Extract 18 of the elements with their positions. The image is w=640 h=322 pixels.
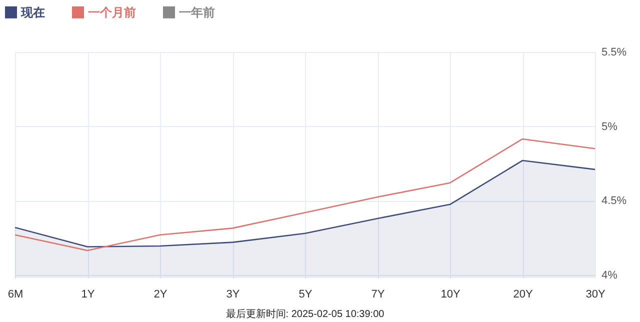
y-tick-label: 5.5% [602, 46, 627, 58]
x-tick-label: 30Y [586, 288, 606, 300]
y-tick-label: 4% [602, 270, 618, 282]
legend-label: 一个月前 [88, 5, 136, 20]
text: 最后更新时间: 2025-02-05 10:39:00 [226, 308, 385, 320]
x-tick-label: 1Y [81, 288, 96, 300]
y-tick-label: 4.5% [602, 195, 627, 208]
x-tick-label: 10Y [440, 288, 461, 300]
y-tick-label: 5% [602, 120, 618, 133]
legend-label: 现在 [20, 5, 45, 20]
x-tick-label: 2Y [154, 288, 168, 300]
legend-label: 一年前 [179, 5, 215, 20]
x-tick-label: 7Y [371, 288, 386, 300]
x-tick-label: 6M [8, 288, 24, 300]
x-tick-label: 5Y [298, 288, 313, 300]
x-tick-label: 20Y [513, 288, 534, 300]
line-series [14, 138, 596, 252]
x-tick-label: 3Y [226, 288, 240, 300]
